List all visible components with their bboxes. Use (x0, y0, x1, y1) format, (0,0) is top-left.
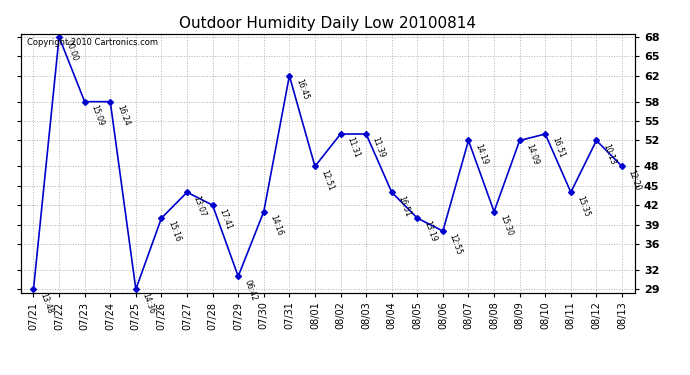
Text: 16:51: 16:51 (550, 136, 566, 159)
Text: 12:20: 12:20 (627, 168, 642, 192)
Text: 14:09: 14:09 (524, 142, 540, 166)
Text: 15:16: 15:16 (166, 220, 182, 244)
Text: 00:00: 00:00 (63, 39, 79, 63)
Text: 12:55: 12:55 (448, 233, 464, 256)
Text: 13:07: 13:07 (192, 194, 208, 218)
Text: 11:39: 11:39 (371, 136, 386, 159)
Text: Copyright 2010 Cartronics.com: Copyright 2010 Cartronics.com (27, 38, 158, 46)
Text: 14:36: 14:36 (141, 291, 157, 315)
Text: 16:51: 16:51 (396, 194, 412, 218)
Text: 17:41: 17:41 (217, 207, 233, 231)
Text: 16:24: 16:24 (115, 104, 131, 127)
Text: 06:42: 06:42 (243, 278, 259, 302)
Text: 15:09: 15:09 (89, 104, 105, 127)
Text: 11:31: 11:31 (345, 136, 361, 159)
Text: 16:45: 16:45 (294, 78, 310, 101)
Text: 12:51: 12:51 (319, 168, 335, 192)
Title: Outdoor Humidity Daily Low 20100814: Outdoor Humidity Daily Low 20100814 (179, 16, 476, 31)
Text: 14:19: 14:19 (473, 142, 489, 166)
Text: 10:13: 10:13 (601, 142, 617, 166)
Text: 14:16: 14:16 (268, 214, 284, 237)
Text: 15:35: 15:35 (575, 194, 591, 218)
Text: 13:48: 13:48 (38, 291, 54, 315)
Text: 15:30: 15:30 (499, 214, 515, 237)
Text: 13:19: 13:19 (422, 220, 438, 244)
